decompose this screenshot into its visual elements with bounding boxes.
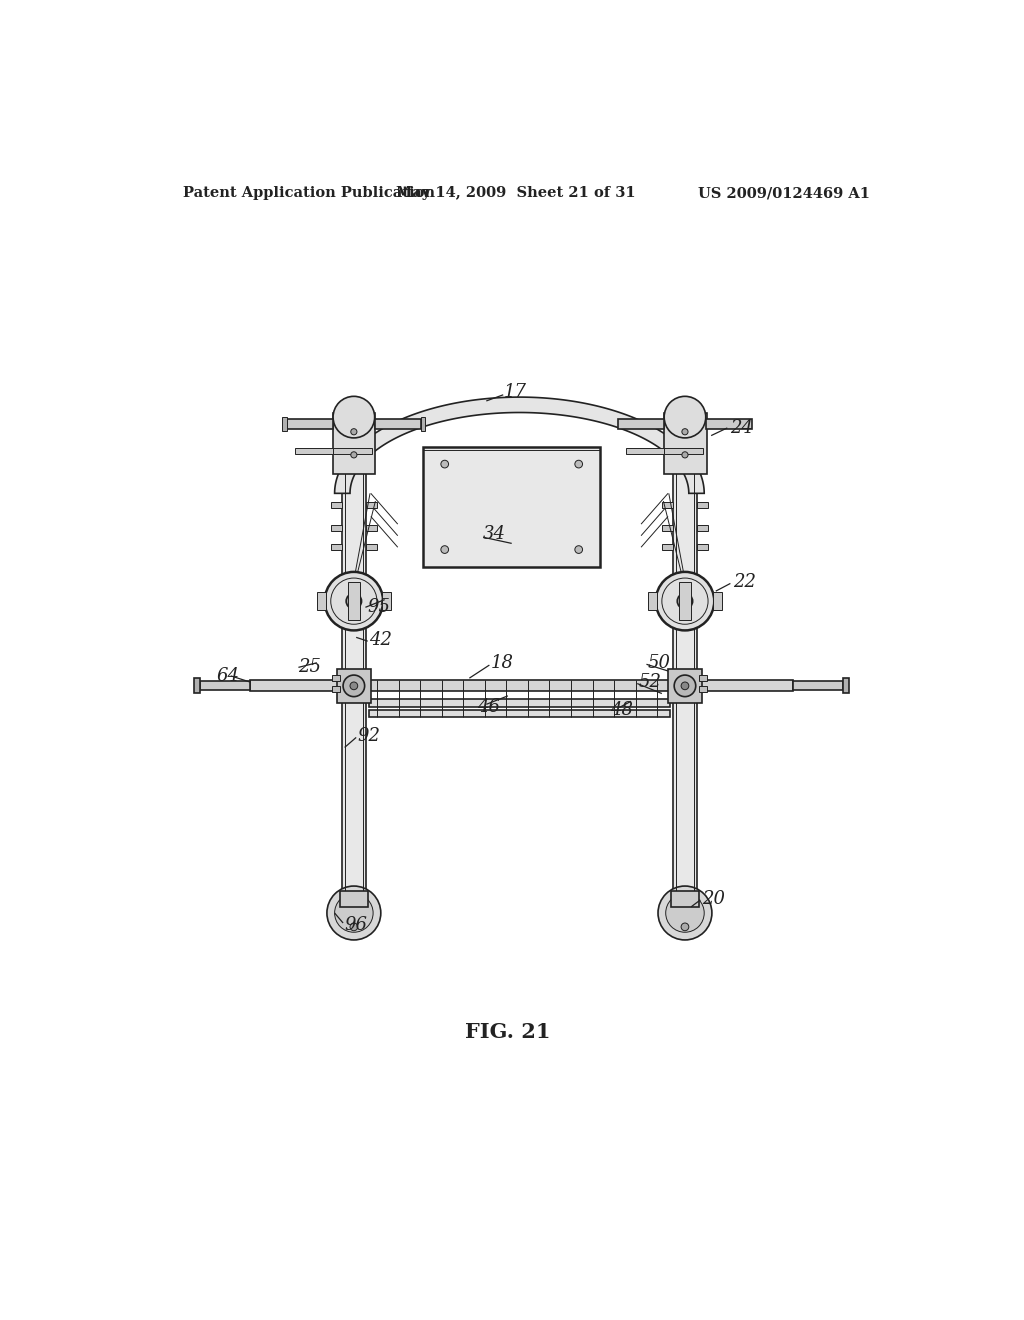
Bar — [250, 680, 793, 692]
Bar — [706, 420, 752, 429]
Text: 52: 52 — [639, 673, 662, 690]
Bar — [671, 891, 698, 907]
Circle shape — [682, 429, 688, 434]
Circle shape — [350, 923, 357, 931]
Bar — [626, 447, 665, 454]
Bar — [662, 502, 673, 508]
Bar — [348, 582, 360, 620]
Bar — [340, 891, 368, 907]
Circle shape — [441, 545, 449, 553]
Bar — [287, 420, 333, 429]
Bar — [283, 417, 287, 430]
Bar — [713, 591, 722, 610]
Bar — [698, 686, 707, 692]
Circle shape — [681, 923, 689, 931]
Circle shape — [665, 396, 706, 438]
Text: 25: 25 — [298, 657, 322, 676]
Bar — [194, 678, 200, 693]
Bar — [617, 420, 665, 429]
Bar — [679, 582, 691, 620]
Text: 95: 95 — [367, 598, 390, 615]
Circle shape — [333, 396, 375, 438]
Text: 42: 42 — [370, 631, 392, 648]
Circle shape — [658, 886, 712, 940]
Text: 18: 18 — [490, 653, 514, 672]
Circle shape — [350, 682, 357, 690]
Bar — [665, 447, 702, 454]
Circle shape — [681, 682, 689, 690]
Bar — [423, 447, 600, 566]
Text: May 14, 2009  Sheet 21 of 31: May 14, 2009 Sheet 21 of 31 — [395, 186, 635, 201]
Polygon shape — [335, 397, 705, 494]
Bar — [200, 681, 250, 689]
Bar — [370, 700, 670, 706]
Bar — [382, 591, 391, 610]
Bar — [668, 669, 701, 702]
Bar — [697, 544, 708, 550]
Circle shape — [351, 429, 357, 434]
Text: FIG. 21: FIG. 21 — [465, 1023, 551, 1043]
Text: 17: 17 — [504, 384, 527, 401]
Bar — [333, 686, 340, 692]
Circle shape — [574, 461, 583, 469]
Bar — [375, 420, 421, 429]
Bar — [333, 413, 376, 474]
Circle shape — [655, 572, 714, 631]
Bar — [662, 544, 673, 550]
Bar — [367, 502, 377, 508]
Bar — [367, 525, 377, 531]
Bar — [367, 544, 377, 550]
Circle shape — [574, 545, 583, 553]
Bar — [697, 502, 708, 508]
Circle shape — [666, 894, 705, 932]
Bar — [697, 525, 708, 531]
Text: 48: 48 — [610, 701, 633, 718]
Circle shape — [351, 451, 357, 458]
Circle shape — [325, 572, 383, 631]
Circle shape — [441, 461, 449, 469]
Bar — [331, 502, 342, 508]
Circle shape — [346, 594, 361, 609]
Text: 34: 34 — [483, 525, 506, 543]
Text: 92: 92 — [357, 727, 381, 744]
Bar — [333, 447, 372, 454]
Bar — [370, 710, 670, 718]
Bar — [662, 525, 673, 531]
Text: US 2009/0124469 A1: US 2009/0124469 A1 — [697, 186, 869, 201]
Bar — [316, 591, 326, 610]
Text: 22: 22 — [733, 573, 756, 591]
Bar — [843, 678, 849, 693]
Bar — [665, 413, 707, 474]
Bar — [698, 675, 707, 681]
Text: Patent Application Publication: Patent Application Publication — [183, 186, 435, 201]
Bar — [421, 417, 425, 430]
Bar — [337, 669, 371, 702]
Bar — [673, 413, 697, 921]
Circle shape — [677, 594, 692, 609]
Text: 96: 96 — [345, 916, 368, 933]
Circle shape — [327, 886, 381, 940]
Circle shape — [343, 675, 365, 697]
Text: 50: 50 — [648, 653, 671, 672]
Bar — [333, 675, 340, 681]
Bar — [648, 591, 657, 610]
Bar — [295, 447, 333, 454]
Text: 64: 64 — [217, 667, 240, 685]
Bar — [331, 525, 342, 531]
Text: 46: 46 — [477, 698, 500, 715]
Bar — [342, 413, 367, 921]
Circle shape — [682, 451, 688, 458]
Text: 20: 20 — [701, 890, 725, 908]
Bar — [331, 544, 342, 550]
Text: 24: 24 — [730, 418, 753, 437]
Bar — [793, 681, 843, 689]
Circle shape — [674, 675, 695, 697]
Circle shape — [335, 894, 373, 932]
